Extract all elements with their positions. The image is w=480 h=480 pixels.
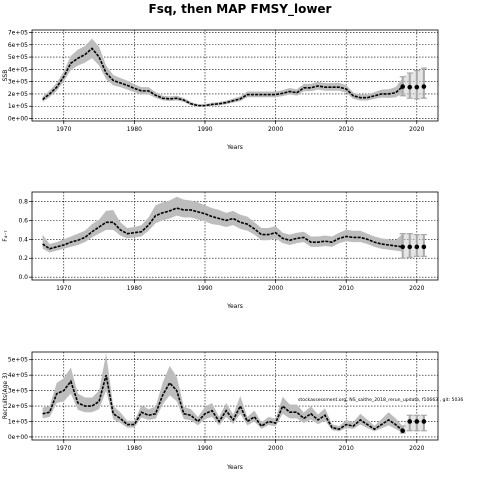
- recruits-confidence-band: [42, 353, 403, 434]
- recruits-xtick-label-2: 1990: [197, 445, 212, 452]
- recruits-forecast-point-0: [400, 428, 405, 434]
- ssb-ytick-label-3: 3e+05: [8, 79, 28, 86]
- ssb-ytick-label-7: 7e+05: [8, 29, 28, 36]
- ssb-ytick-label-4: 4e+05: [8, 66, 28, 73]
- recruits-ytick-label-0: 0e+00: [8, 434, 28, 441]
- ssb-xtick-label-0: 1970: [56, 126, 71, 133]
- recruits-x-axis-label: Years: [226, 464, 243, 471]
- recruits-xtick-label-4: 2010: [339, 445, 354, 452]
- f-estimate-line: [42, 207, 403, 250]
- f-xtick-label-3: 2000: [268, 285, 283, 292]
- recruits-xtick-label-5: 2020: [409, 445, 424, 452]
- recruits-xtick-label-0: 1970: [56, 445, 71, 452]
- f-forecast-point-1: [407, 244, 413, 250]
- ssb-x-axis-label: Years: [226, 144, 243, 151]
- ssb-ytick-label-5: 5e+05: [8, 54, 28, 61]
- recruits-xtick-label-1: 1980: [127, 445, 142, 452]
- ssb-forecast-point-0: [400, 84, 405, 89]
- f-xtick-label-5: 2020: [409, 285, 424, 292]
- figure-title: Fsq, then MAP FMSY_lower: [149, 2, 332, 17]
- recruits-forecast-point-1: [407, 419, 413, 424]
- ssb-xtick-label-1: 1980: [127, 126, 142, 133]
- f-forecast-point-2: [414, 244, 420, 250]
- f-ytick-label-4: 0.8: [18, 198, 28, 205]
- recruits-forecast-band: [402, 415, 424, 434]
- f-x-axis-label: Years: [226, 303, 243, 310]
- recruits-ytick-label-2: 2e+05: [8, 403, 28, 410]
- f-y-axis-label: F₄₋₇: [2, 230, 9, 242]
- ssb-estimate-line: [42, 47, 404, 107]
- recruits-axes-frame: [31, 351, 439, 441]
- recruits-ytick-label-5: 5e+05: [8, 357, 28, 364]
- ssb-confidence-band: [42, 38, 403, 107]
- ssb-axes-frame: [31, 29, 439, 122]
- recruits-ytick-label-3: 3e+05: [8, 388, 28, 395]
- f-forecast-point-0: [400, 244, 405, 250]
- ssb-forecast-point-1: [407, 84, 413, 90]
- f-forecast-point-3: [421, 244, 427, 250]
- f-xtick-label-0: 1970: [56, 285, 71, 292]
- ssb-forecast-band: [402, 68, 424, 99]
- ssb-y-axis-label: SSB: [2, 70, 9, 82]
- ssb-forecast-point-3: [421, 84, 427, 89]
- f-xtick-label-4: 2010: [339, 285, 354, 292]
- recruits-ytick-label-1: 1e+05: [8, 418, 28, 425]
- f-xtick-label-2: 1990: [197, 285, 212, 292]
- ssb-xtick-label-4: 2010: [339, 126, 354, 133]
- f-ytick-label-2: 0.4: [18, 236, 28, 243]
- recruitment-panel: 1970 1980 1990 2000 2010 2020 0e+00 1e+05 2e+05 3…: [2, 351, 439, 471]
- recruits-xtick-label-3: 2000: [268, 445, 283, 452]
- recruits-forecast-point-3: [421, 419, 427, 424]
- ssb-ytick-label-1: 1e+05: [8, 103, 28, 110]
- f-confidence-band: [42, 196, 403, 253]
- source-annotation: stockassessment.org, NS_saithe_2018_reru…: [298, 397, 463, 403]
- fishing-mortality-panel: 1970 1980 1990 2000 2010 2020 0.0 0.2 0.4 0.6 0.8 Y…: [2, 191, 439, 310]
- f-ytick-label-0: 0.0: [18, 274, 28, 281]
- ssb-panel: 1970 1980 1990 2000 2010 2020 0e+00 1e+05 2e+05 3…: [2, 29, 439, 151]
- recruits-estimate-line: [42, 374, 404, 432]
- recruits-ytick-label-4: 4e+05: [8, 372, 28, 379]
- ssb-ytick-label-2: 2e+05: [8, 91, 28, 98]
- recruits-y-axis-label: Recruits(Age 3): [2, 373, 9, 419]
- recruits-forecast-point-2: [414, 419, 420, 424]
- f-axes-frame: [31, 191, 439, 281]
- f-forecast-band: [402, 233, 424, 259]
- ssb-xtick-label-3: 2000: [268, 126, 283, 133]
- ssb-forecast-point-2: [414, 84, 420, 90]
- ssb-ytick-label-6: 6e+05: [8, 42, 28, 49]
- ssb-xtick-label-5: 2020: [409, 126, 424, 133]
- ssb-ytick-label-0: 0e+00: [8, 116, 28, 123]
- ssb-xtick-label-2: 1990: [197, 126, 212, 133]
- f-xtick-label-1: 1980: [127, 285, 142, 292]
- f-ytick-label-3: 0.6: [18, 217, 28, 224]
- f-ytick-label-1: 0.2: [18, 255, 28, 262]
